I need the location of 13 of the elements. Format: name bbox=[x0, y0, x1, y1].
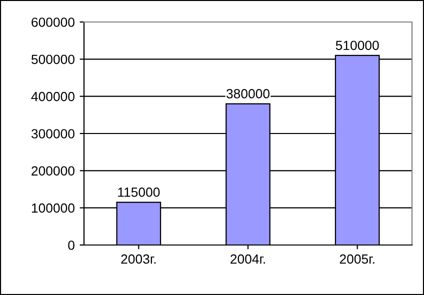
y-tick-label: 500000 bbox=[31, 54, 74, 64]
x-tick-label: 2004г. bbox=[230, 254, 265, 264]
y-tick-label: 100000 bbox=[32, 203, 74, 213]
y-tick-label: 600000 bbox=[32, 18, 74, 27]
x-tick-label: 2005г. bbox=[340, 254, 374, 264]
x-tick-label: 2003г. bbox=[121, 254, 156, 264]
y-tick-label: 200000 bbox=[32, 166, 74, 176]
data-label: 380000 bbox=[226, 89, 270, 98]
y-tick-label: 0 bbox=[68, 240, 74, 250]
data-label: 510000 bbox=[336, 40, 379, 50]
y-tick-label: 300000 bbox=[31, 129, 74, 138]
y-tick-label: 400000 bbox=[31, 92, 74, 102]
data-label: 115000 bbox=[118, 188, 160, 197]
